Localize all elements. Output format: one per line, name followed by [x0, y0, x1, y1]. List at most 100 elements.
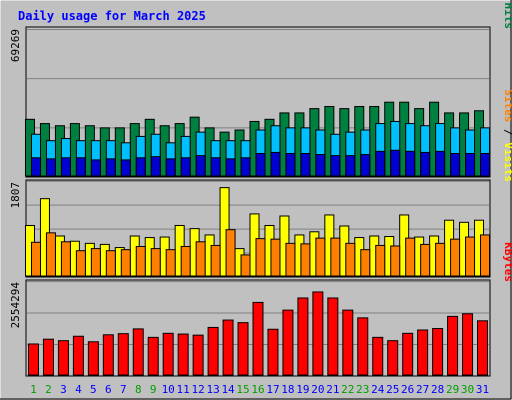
panel-kbytes: 2554294 KBytes — [9, 242, 512, 377]
x-tick-label: 10 — [162, 383, 175, 396]
bar-kbytes — [357, 317, 369, 376]
x-tick-label: 4 — [75, 383, 82, 396]
bar-pages — [240, 157, 251, 177]
bar-kbytes — [477, 320, 489, 376]
bar-pages — [120, 159, 131, 177]
x-tick-label: 11 — [177, 383, 190, 396]
panel-visits: 1807 Sites / Visits — [9, 89, 512, 278]
x-tick-label: 9 — [150, 383, 157, 396]
bar-sites — [465, 236, 476, 277]
bar-pages — [435, 150, 446, 177]
axis-max-label-visits: 1807 — [9, 182, 22, 209]
bar-pages — [315, 154, 326, 177]
bar-kbytes — [147, 336, 159, 376]
x-tick-label: 31 — [476, 383, 489, 396]
bar-pages — [360, 154, 371, 177]
bar-sites — [150, 248, 161, 277]
bar-kbytes — [57, 340, 69, 376]
bar-pages — [90, 159, 101, 177]
bar-kbytes — [192, 334, 204, 376]
bar-sites — [270, 238, 281, 277]
bar-pages — [330, 155, 341, 177]
bar-kbytes — [117, 333, 129, 376]
legend-label-hits: Pages / Files / Hits — [502, 0, 512, 29]
x-tick-label: 23 — [356, 383, 369, 396]
x-tick-label: 17 — [266, 383, 279, 396]
bar-kbytes — [432, 328, 444, 376]
bar-kbytes — [387, 340, 399, 376]
x-tick-label: 25 — [386, 383, 399, 396]
x-tick-label: 30 — [461, 383, 474, 396]
x-tick-label: 3 — [60, 383, 67, 396]
axis-max-label-hits: 69269 — [9, 29, 22, 62]
bar-pages — [300, 152, 311, 177]
bar-pages — [375, 150, 386, 177]
bar-kbytes — [417, 329, 429, 376]
bar-sites — [180, 246, 191, 277]
bar-kbytes — [162, 332, 174, 376]
bar-pages — [75, 157, 86, 177]
legend-label-visits: Sites / Visits — [502, 89, 512, 182]
x-tick-label: 16 — [251, 383, 264, 396]
bar-kbytes — [342, 309, 354, 376]
bar-sites — [390, 245, 401, 277]
bar-pages — [210, 157, 221, 177]
bar-pages — [285, 152, 296, 177]
legend-part: / — [502, 0, 512, 3]
bar-kbytes — [297, 297, 309, 376]
legend-label-kbytes: KBytes — [502, 242, 512, 282]
bar-sites — [90, 248, 101, 277]
bar-kbytes — [267, 328, 279, 376]
bar-pages — [135, 157, 146, 177]
bar-kbytes — [177, 333, 189, 376]
bar-sites — [420, 243, 431, 277]
bar-pages — [270, 151, 281, 177]
bar-sites — [405, 237, 416, 277]
bar-pages — [60, 157, 71, 177]
bar-sites — [330, 237, 341, 277]
panels-group: 69269 Pages / Files / Hits 1807 Sites / Vis… — [9, 0, 512, 377]
bar-sites — [135, 246, 146, 277]
bar-kbytes — [132, 328, 144, 376]
bar-pages — [195, 155, 206, 177]
bar-sites — [195, 241, 206, 277]
bar-sites — [30, 241, 41, 277]
x-tick-label: 22 — [341, 383, 354, 396]
x-tick-label: 26 — [401, 383, 414, 396]
bar-sites — [225, 229, 236, 277]
bar-kbytes — [282, 309, 294, 376]
bar-sites — [450, 238, 461, 277]
x-tick-label: 15 — [236, 383, 249, 396]
bar-sites — [75, 250, 86, 277]
x-tick-label: 1 — [30, 383, 37, 396]
x-tick-label: 27 — [416, 383, 429, 396]
legend-part: KBytes — [502, 242, 512, 282]
bar-sites — [60, 241, 71, 277]
bar-sites — [45, 232, 56, 277]
bar-pages — [450, 152, 461, 177]
x-tick-label: 14 — [221, 383, 235, 396]
bar-sites — [120, 249, 131, 277]
bar-sites — [360, 249, 371, 277]
legend-part: Sites — [502, 89, 512, 122]
bar-kbytes — [447, 315, 459, 376]
x-tick-label: 13 — [206, 383, 219, 396]
bar-kbytes — [27, 343, 39, 376]
bar-pages — [105, 158, 116, 177]
x-tick-label: 6 — [105, 383, 112, 396]
chart-title: Daily usage for March 2025 — [18, 9, 206, 23]
bar-pages — [255, 152, 266, 177]
bar-pages — [150, 156, 161, 177]
bar-pages — [45, 158, 56, 177]
bar-pages — [345, 155, 356, 177]
bar-sites — [375, 244, 386, 277]
bar-pages — [390, 149, 401, 177]
bar-kbytes — [312, 291, 324, 376]
bar-sites — [285, 242, 296, 277]
legend-part: Visits — [502, 142, 512, 182]
bar-kbytes — [327, 297, 339, 376]
bar-pages — [165, 158, 176, 177]
x-tick-label: 19 — [296, 383, 309, 396]
bar-kbytes — [102, 334, 114, 376]
bar-sites — [240, 254, 251, 277]
